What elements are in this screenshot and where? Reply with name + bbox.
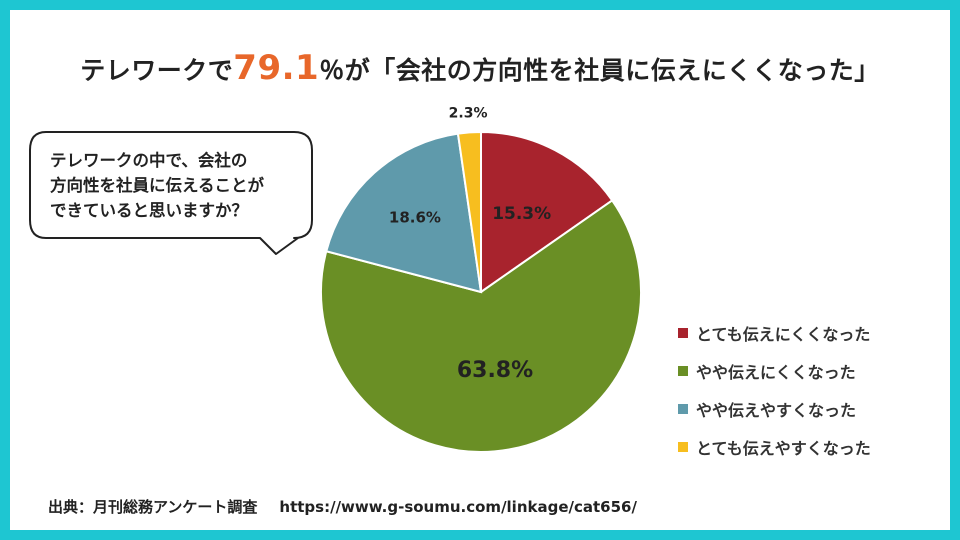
legend-item: やや伝えにくくなった	[678, 352, 871, 390]
question-line: 方向性を社員に伝えることが	[50, 176, 265, 195]
legend-swatch	[678, 328, 688, 338]
pie-slice	[456, 130, 482, 293]
pie-slice	[325, 132, 483, 294]
source-url: https://www.g-soumu.com/linkage/cat656/	[279, 498, 637, 516]
page-title: テレワークで79.1％が「会社の方向性を社員に伝えにくくなった」	[0, 48, 960, 88]
question-text: テレワークの中で、会社の 方向性を社員に伝えることが できていると思いますか？	[50, 148, 300, 223]
speech-bubble	[29, 131, 313, 255]
title-prefix: テレワークで	[80, 56, 234, 85]
slice-data-label: 18.6%	[389, 209, 441, 227]
title-suffix: ％が「会社の方向性を社員に伝えにくくなった」	[319, 56, 880, 85]
legend-label: とても伝えにくくなった	[696, 325, 871, 344]
slice-data-label: 63.8%	[457, 358, 533, 383]
title-highlight-value: 79.1	[233, 48, 320, 88]
legend-swatch	[678, 442, 688, 452]
slice-data-label: 2.3%	[449, 105, 488, 121]
pie-slice	[480, 130, 614, 294]
legend-item: とても伝えにくくなった	[678, 314, 871, 352]
legend-item: やや伝えやすくなった	[678, 390, 871, 428]
source-label: 出典：月刊総務アンケート調査	[48, 498, 258, 516]
question-line: できていると思いますか？	[50, 201, 248, 220]
legend-item: とても伝えやすくなった	[678, 428, 871, 466]
slice-data-label: 15.3%	[492, 204, 551, 224]
chart-legend: とても伝えにくくなった やや伝えにくくなった やや伝えやすくなった とても伝えや…	[678, 314, 871, 466]
question-line: テレワークの中で、会社の	[50, 151, 248, 170]
legend-label: やや伝えにくくなった	[696, 363, 856, 382]
legend-swatch	[678, 404, 688, 414]
legend-label: やや伝えやすくなった	[696, 401, 857, 420]
pie-slice	[320, 199, 642, 453]
legend-label: とても伝えやすくなった	[696, 439, 871, 458]
legend-swatch	[678, 366, 688, 376]
source-note: 出典：月刊総務アンケート調査 https://www.g-soumu.com/li…	[48, 496, 637, 517]
